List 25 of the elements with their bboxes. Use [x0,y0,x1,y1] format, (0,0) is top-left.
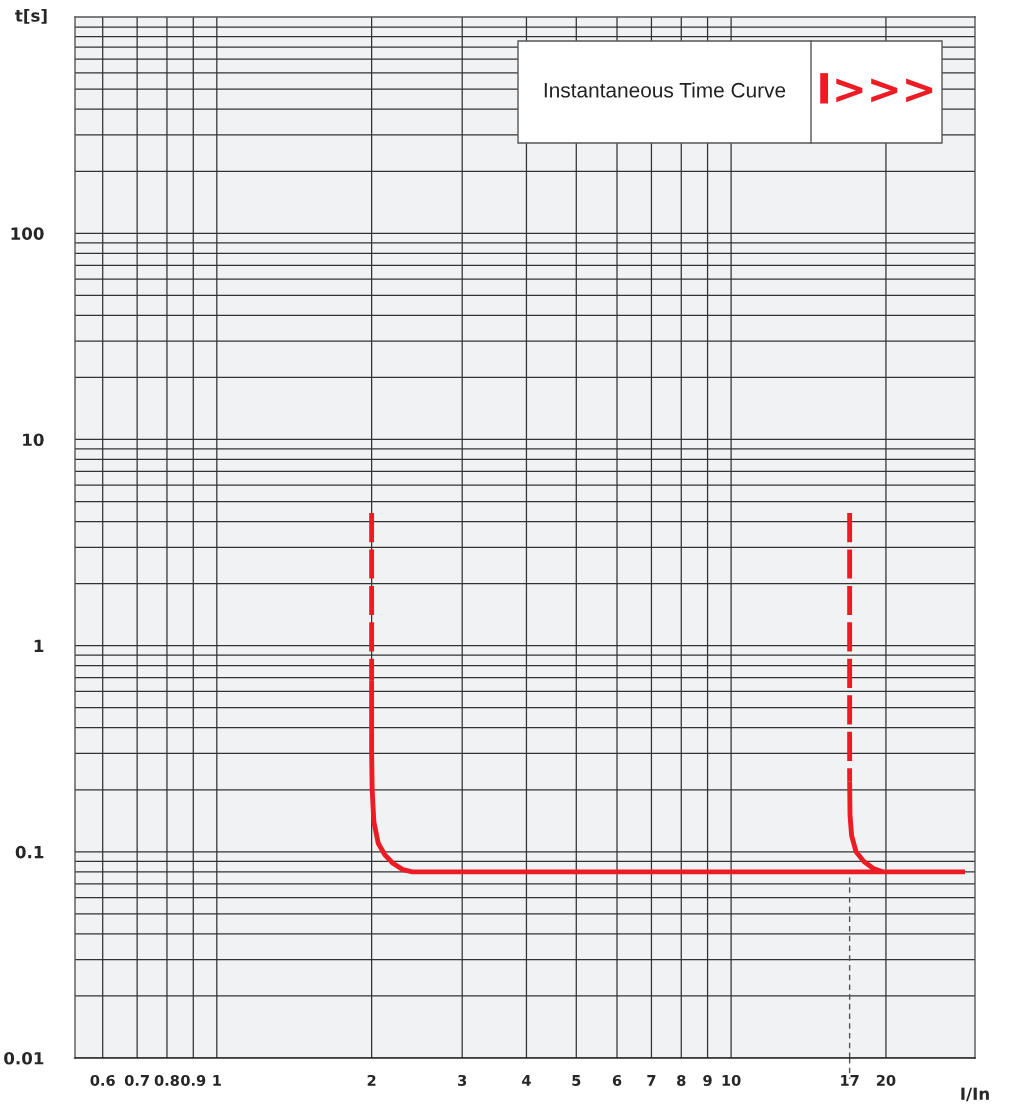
y-tick-label: 0.01 [4,1051,44,1065]
annotation: I>>> [820,73,933,104]
x-tick-label: 20 [876,1074,896,1086]
text: Instantaneous Time Curve [544,82,786,98]
x-tick-label: 2 [367,1074,376,1086]
x-tick-label: 10 [722,1074,741,1086]
y-tick-label: 100 [11,227,44,240]
x-tick-label: 4 [522,1075,531,1086]
x-tick-label: 0.6 [90,1074,115,1086]
x-tick-label: 9 [703,1074,712,1086]
x-tick-label: 3 [458,1074,467,1086]
y-tick-label: 0.1 [15,845,44,859]
x-tick-label: 0.9 [181,1074,206,1086]
x-tick-label: 17 [841,1075,859,1086]
x-tick-label: 7 [647,1075,656,1086]
x-tick-label: 0.7 [124,1074,149,1086]
x-tick-label: 5 [572,1075,581,1086]
x-tick-label: 1 [213,1075,221,1086]
y-tick-label: 1 [34,639,44,652]
x-tick-label: 8 [677,1074,686,1086]
y-axis-title: t[s] [15,8,47,24]
y-tick-label: 10 [23,433,44,447]
x-axis-title: I/In [961,1087,989,1102]
x-tick-label: 6 [612,1074,622,1086]
x-tick-label: 0.8 [154,1074,179,1086]
